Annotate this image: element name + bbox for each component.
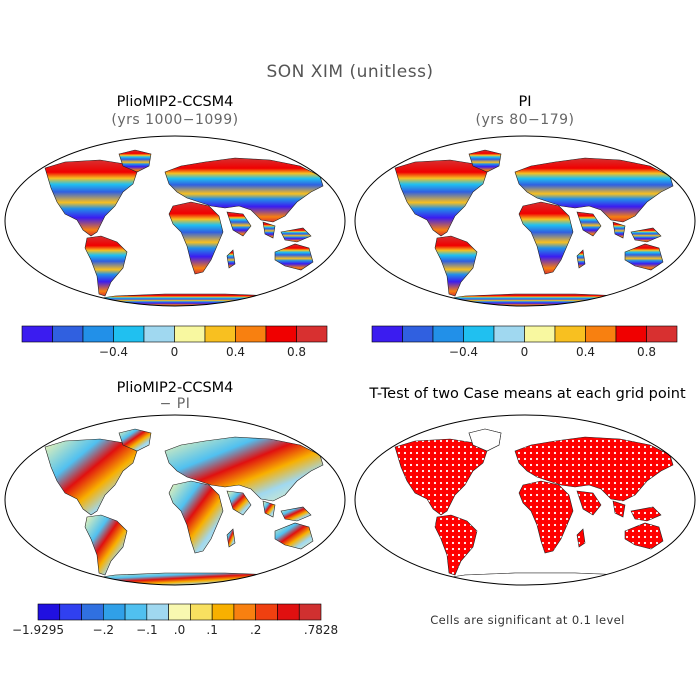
colorbar3-swatch — [81, 603, 104, 621]
colorbar1-tick-label: 0.4 — [226, 345, 245, 359]
panel1-title: PlioMIP2-CCSM4 — [116, 94, 234, 110]
map-panel1 — [4, 135, 346, 307]
colorbar2-swatch — [554, 325, 586, 343]
colorbar3-swatch — [103, 603, 126, 621]
map-panel3 — [4, 414, 346, 586]
panel2-title: PI — [518, 94, 532, 110]
colorbar1-swatch — [52, 325, 84, 343]
colorbar3-swatch — [211, 603, 235, 621]
colorbar2-swatch — [524, 325, 556, 343]
colorbar3-swatch — [59, 603, 82, 621]
colorbar1-swatch — [235, 325, 267, 343]
colorbar3-swatch — [255, 603, 278, 621]
colorbar2-swatch — [646, 325, 678, 343]
colorbar1-swatch — [113, 325, 145, 343]
colorbar2-swatch — [463, 325, 495, 343]
colorbar1-tick-label: −0.4 — [99, 345, 128, 359]
colorbar-panel2: −0.4 0 0.4 0.8 — [371, 325, 678, 359]
colorbar2-tick-label: 0 — [521, 345, 529, 359]
map-panel4 — [354, 414, 696, 586]
colorbar3-tick-label: .2 — [250, 623, 261, 637]
colorbar-panel1: −0.4 0 0.4 0.8 — [21, 325, 328, 359]
colorbar1-tick-label: 0 — [171, 345, 179, 359]
colorbar1-swatch — [21, 325, 53, 343]
panel1-subtitle: (yrs 1000−1099) — [111, 112, 239, 128]
colorbar3-swatch — [146, 603, 169, 621]
colorbar2-swatch — [371, 325, 403, 343]
colorbar3-tick-label: .0 — [174, 623, 185, 637]
panel3-subtitle: − PI — [159, 396, 191, 412]
colorbar2-swatch — [493, 325, 525, 343]
colorbar2-swatch — [402, 325, 434, 343]
colorbar1-swatch — [143, 325, 175, 343]
significance-footnote: Cells are significant at 0.1 level — [430, 613, 625, 627]
colorbar3-swatch — [298, 603, 322, 621]
colorbar3-swatch — [124, 603, 148, 621]
colorbar1-swatch — [82, 325, 114, 343]
colorbar2-tick-label: 0.4 — [576, 345, 595, 359]
colorbar3-tick-label: −.2 — [93, 623, 115, 637]
colorbar2-tick-label: −0.4 — [449, 345, 478, 359]
colorbar3-tick-label: −1.9295 — [12, 623, 64, 637]
colorbar3-swatch — [233, 603, 256, 621]
figure-title: SON XIM (unitless) — [266, 62, 434, 82]
colorbar3-swatch — [168, 603, 191, 621]
colorbar2-swatch — [585, 325, 617, 343]
colorbar1-tick-label: 0.8 — [287, 345, 306, 359]
panel3-title: PlioMIP2-CCSM4 — [116, 380, 234, 396]
colorbar1-swatch — [265, 325, 297, 343]
colorbar2-swatch — [615, 325, 647, 343]
colorbar3-swatch — [190, 603, 213, 621]
map-panel2 — [354, 135, 696, 307]
colorbar1-swatch — [174, 325, 206, 343]
colorbar2-tick-label: 0.8 — [637, 345, 656, 359]
colorbar3-tick-label: −.1 — [136, 623, 158, 637]
colorbar3-swatch — [277, 603, 300, 621]
colorbar2-swatch — [432, 325, 464, 343]
colorbar3-tick-label: .1 — [206, 623, 217, 637]
colorbar1-swatch — [296, 325, 328, 343]
colorbar1-swatch — [204, 325, 236, 343]
panel4-title: T-Test of two Case means at each grid po… — [369, 386, 686, 402]
colorbar3-tick-label: .7828 — [304, 623, 338, 637]
colorbar-panel3: −1.9295 −.2 −.1 .0 .1 .2 .7828 — [12, 603, 338, 637]
colorbar3-swatch — [37, 603, 61, 621]
panel2-subtitle: (yrs 80−179) — [475, 112, 575, 128]
